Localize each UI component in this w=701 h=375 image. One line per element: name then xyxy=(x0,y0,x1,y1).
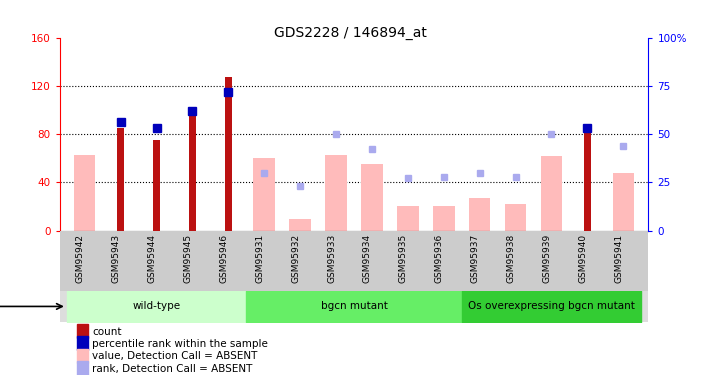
Text: GDS2228 / 146894_at: GDS2228 / 146894_at xyxy=(274,26,427,40)
Bar xyxy=(224,77,232,231)
Text: GSM95942: GSM95942 xyxy=(76,234,85,283)
Text: GSM95934: GSM95934 xyxy=(363,234,372,283)
Text: GSM95940: GSM95940 xyxy=(578,234,587,283)
Bar xyxy=(77,362,88,375)
Bar xyxy=(77,349,88,363)
Text: GSM95938: GSM95938 xyxy=(507,234,515,283)
Bar xyxy=(584,126,591,231)
Text: GSM95932: GSM95932 xyxy=(291,234,300,283)
Bar xyxy=(397,207,418,231)
Text: bgcn mutant: bgcn mutant xyxy=(320,302,388,311)
Bar xyxy=(290,219,311,231)
Text: Os overexpressing bgcn mutant: Os overexpressing bgcn mutant xyxy=(468,302,635,311)
Text: rank, Detection Call = ABSENT: rank, Detection Call = ABSENT xyxy=(92,364,252,374)
Text: GSM95946: GSM95946 xyxy=(219,234,229,283)
Text: wild-type: wild-type xyxy=(132,302,181,311)
Text: value, Detection Call = ABSENT: value, Detection Call = ABSENT xyxy=(92,351,257,361)
Text: GSM95939: GSM95939 xyxy=(543,234,552,283)
Bar xyxy=(505,204,526,231)
Text: count: count xyxy=(92,327,121,336)
Bar xyxy=(254,158,275,231)
Bar xyxy=(613,172,634,231)
Text: GSM95944: GSM95944 xyxy=(147,234,156,283)
Bar xyxy=(153,140,161,231)
Text: GSM95935: GSM95935 xyxy=(399,234,408,283)
Bar xyxy=(361,164,383,231)
Text: percentile rank within the sample: percentile rank within the sample xyxy=(92,339,268,349)
Bar xyxy=(540,156,562,231)
Bar xyxy=(469,198,491,231)
Text: GSM95943: GSM95943 xyxy=(111,234,121,283)
Bar xyxy=(74,154,95,231)
Text: GSM95941: GSM95941 xyxy=(614,234,623,283)
Bar xyxy=(433,207,454,231)
Text: GSM95933: GSM95933 xyxy=(327,234,336,283)
Bar xyxy=(189,115,196,231)
Bar xyxy=(77,324,88,338)
Bar xyxy=(77,336,88,350)
Text: GSM95937: GSM95937 xyxy=(470,234,479,283)
Text: GSM95931: GSM95931 xyxy=(255,234,264,283)
Text: GSM95945: GSM95945 xyxy=(184,234,193,283)
Bar xyxy=(117,128,124,231)
Bar xyxy=(325,154,347,231)
Text: GSM95936: GSM95936 xyxy=(435,234,444,283)
